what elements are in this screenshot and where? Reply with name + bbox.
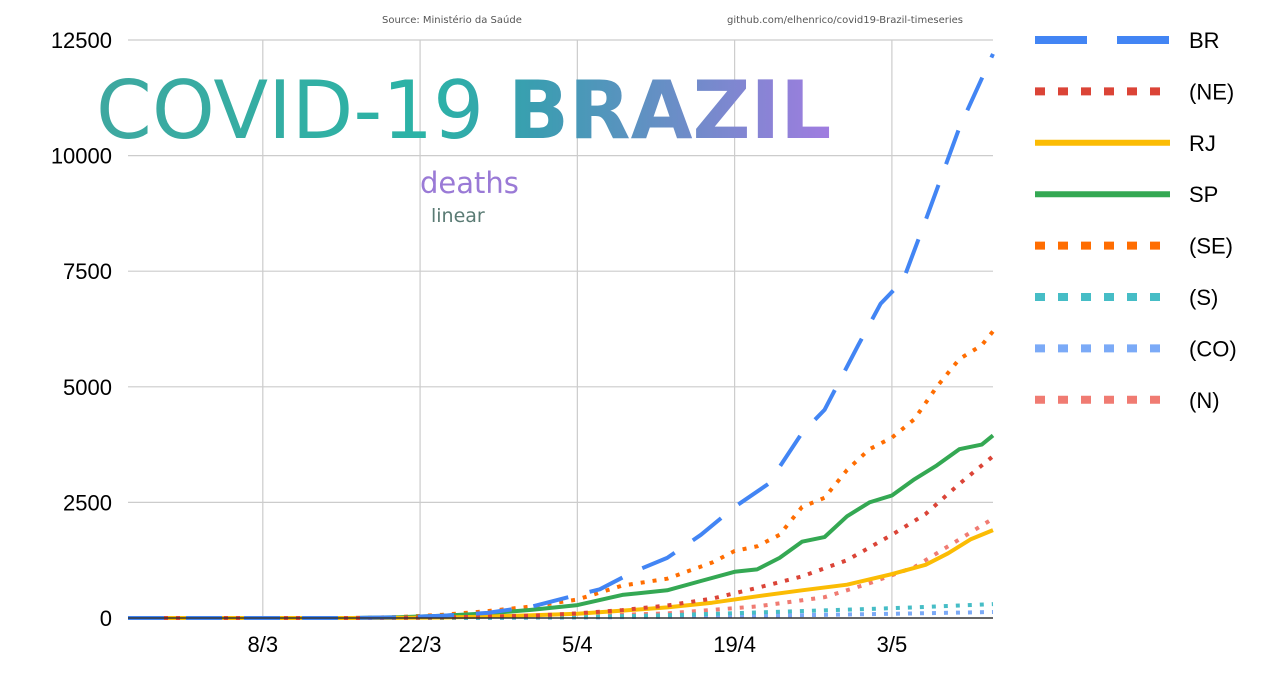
y-tick-label: 2500 xyxy=(63,490,112,515)
legend-label: (CO) xyxy=(1189,336,1237,361)
legend-label: (NE) xyxy=(1189,79,1234,104)
y-tick-label: 7500 xyxy=(63,259,112,284)
x-tick-label: 5/4 xyxy=(562,632,593,657)
legend-label: (SE) xyxy=(1189,234,1233,259)
series-line-se xyxy=(128,330,995,620)
x-tick-label: 19/4 xyxy=(713,632,756,657)
x-tick-label: 3/5 xyxy=(877,632,908,657)
legend-label: (N) xyxy=(1189,388,1220,413)
grid xyxy=(128,39,993,618)
y-tick-label: 0 xyxy=(100,606,112,631)
legend-label: BR xyxy=(1189,28,1220,53)
x-tick-label: 8/3 xyxy=(248,632,279,657)
legend-label: RJ xyxy=(1189,131,1216,156)
subtitle-metric: deaths xyxy=(420,166,519,200)
chart-title: COVID-19 BRAZIL xyxy=(96,64,831,157)
legend: BR (NE) RJ SP (SE) (S) (CO) (N) xyxy=(1035,28,1237,413)
series-line-ne xyxy=(128,454,995,620)
series-line-rj xyxy=(128,528,994,620)
legend-label: SP xyxy=(1189,182,1218,207)
y-tick-label: 12500 xyxy=(51,28,112,53)
series-line-sp xyxy=(128,433,995,620)
repo-label: github.com/elhenrico/covid19-Brazil-time… xyxy=(727,15,963,26)
title-part1: COVID-19 xyxy=(96,64,484,157)
x-tick-label: 22/3 xyxy=(399,632,442,657)
subtitle-scale: linear xyxy=(431,205,485,227)
title-part2: BRAZIL xyxy=(508,64,831,157)
legend-label: (S) xyxy=(1189,285,1218,310)
axes: 0 2500 5000 7500 10000 12500 8/3 22/3 5/4 19/4 3/5 xyxy=(51,28,993,657)
series-line-br xyxy=(128,53,995,620)
source-label: Source: Ministério da Saúde xyxy=(382,14,522,26)
y-tick-label: 5000 xyxy=(63,375,112,400)
y-tick-label: 10000 xyxy=(51,144,112,169)
